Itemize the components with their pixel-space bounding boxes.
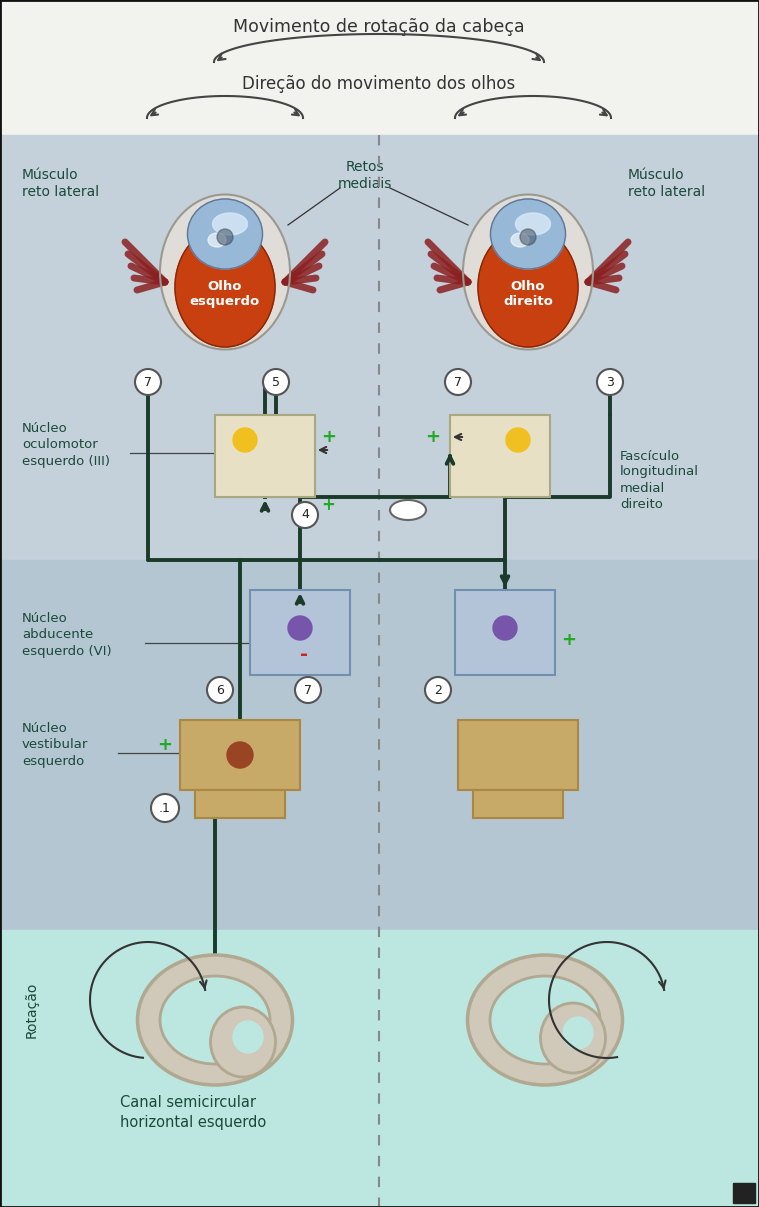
Circle shape	[135, 369, 161, 395]
Text: Fascículo
longitudinal
medial
direito: Fascículo longitudinal medial direito	[620, 449, 699, 511]
Text: +: +	[561, 631, 576, 649]
Text: Músculo
reto lateral: Músculo reto lateral	[628, 168, 705, 199]
Circle shape	[233, 428, 257, 451]
Text: Movimento de rotação da cabeça: Movimento de rotação da cabeça	[233, 18, 524, 36]
Bar	[455, 590, 555, 675]
Circle shape	[263, 369, 289, 395]
Text: Músculo
reto lateral: Músculo reto lateral	[22, 168, 99, 199]
Ellipse shape	[490, 199, 565, 269]
Ellipse shape	[490, 976, 600, 1065]
Text: 7: 7	[454, 375, 462, 389]
Circle shape	[506, 428, 530, 451]
Ellipse shape	[463, 194, 593, 350]
Bar	[180, 721, 300, 791]
Ellipse shape	[137, 955, 292, 1085]
Text: Rotação: Rotação	[25, 981, 39, 1038]
Text: Retos
mediais: Retos mediais	[338, 161, 392, 191]
Circle shape	[151, 794, 179, 822]
Text: 6: 6	[216, 683, 224, 696]
Text: +: +	[321, 496, 335, 514]
Text: Núcleo
abducente
esquerdo (VI): Núcleo abducente esquerdo (VI)	[22, 612, 112, 658]
Ellipse shape	[233, 1021, 263, 1053]
Ellipse shape	[511, 233, 529, 247]
Circle shape	[520, 229, 536, 245]
Circle shape	[493, 616, 517, 640]
Text: Olho
direito: Olho direito	[503, 280, 553, 308]
Ellipse shape	[175, 227, 275, 346]
Text: Canal semicircular
horizontal esquerdo: Canal semicircular horizontal esquerdo	[120, 1095, 266, 1130]
Circle shape	[597, 369, 623, 395]
Text: 2: 2	[434, 683, 442, 696]
Text: Núcleo
oculomotor
esquerdo (III): Núcleo oculomotor esquerdo (III)	[22, 422, 110, 467]
Ellipse shape	[210, 1007, 276, 1077]
Circle shape	[227, 742, 253, 768]
Bar	[0, 0, 759, 135]
Ellipse shape	[160, 194, 290, 350]
Circle shape	[295, 677, 321, 702]
Bar	[0, 931, 759, 1207]
Circle shape	[217, 229, 233, 245]
Ellipse shape	[478, 227, 578, 346]
Ellipse shape	[540, 1003, 606, 1073]
Ellipse shape	[390, 500, 426, 520]
Bar	[0, 560, 759, 931]
Text: +: +	[157, 736, 172, 754]
Ellipse shape	[515, 212, 550, 235]
Ellipse shape	[563, 1018, 593, 1049]
Text: Olho
esquerdo: Olho esquerdo	[190, 280, 260, 308]
Ellipse shape	[187, 199, 263, 269]
Text: 4: 4	[301, 508, 309, 521]
Text: +: +	[321, 428, 336, 447]
Ellipse shape	[208, 233, 226, 247]
Text: 3: 3	[606, 375, 614, 389]
Circle shape	[445, 369, 471, 395]
Bar	[458, 721, 578, 791]
Text: Núcleo
vestibular
esquerdo: Núcleo vestibular esquerdo	[22, 723, 88, 768]
Ellipse shape	[160, 976, 270, 1065]
Bar	[0, 135, 759, 560]
Bar	[450, 415, 550, 497]
Bar	[250, 590, 350, 675]
Text: 7: 7	[144, 375, 152, 389]
Bar	[473, 791, 563, 818]
Text: -: -	[300, 646, 308, 665]
Text: +: +	[425, 428, 440, 447]
Circle shape	[292, 502, 318, 527]
Bar	[215, 415, 315, 497]
Circle shape	[288, 616, 312, 640]
Text: .1: .1	[159, 801, 171, 815]
Ellipse shape	[468, 955, 622, 1085]
Ellipse shape	[213, 212, 247, 235]
Text: Direção do movimento dos olhos: Direção do movimento dos olhos	[242, 75, 515, 93]
Bar	[733, 1183, 755, 1203]
Text: 5: 5	[272, 375, 280, 389]
Text: 7: 7	[304, 683, 312, 696]
Circle shape	[425, 677, 451, 702]
Circle shape	[207, 677, 233, 702]
Bar	[195, 791, 285, 818]
